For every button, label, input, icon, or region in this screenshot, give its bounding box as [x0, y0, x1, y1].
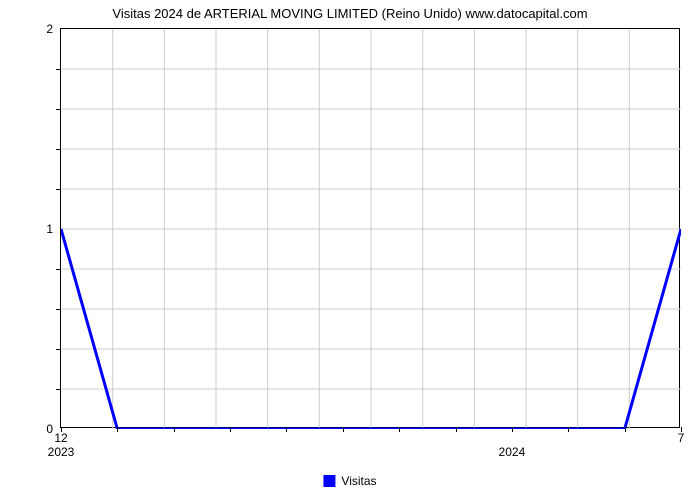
- x-tick-label: 12: [54, 431, 67, 445]
- y-minor-tick: [56, 269, 61, 270]
- x-tick-label: 7: [678, 431, 685, 445]
- y-tick-label: 1: [46, 222, 53, 236]
- y-minor-tick: [56, 189, 61, 190]
- x-minor-tick: [568, 427, 569, 432]
- y-minor-tick: [56, 69, 61, 70]
- legend-label: Visitas: [341, 474, 376, 488]
- x-minor-tick: [286, 427, 287, 432]
- x-minor-tick: [117, 427, 118, 432]
- y-minor-tick: [56, 309, 61, 310]
- chart-svg: [61, 29, 681, 429]
- x-tick-year-label: 2023: [48, 445, 75, 459]
- x-tick-year-label: 2024: [499, 445, 526, 459]
- y-minor-tick: [56, 349, 61, 350]
- x-minor-tick: [625, 427, 626, 432]
- plot-area: 01271220232024: [60, 28, 680, 428]
- x-minor-tick: [456, 427, 457, 432]
- y-minor-tick: [56, 389, 61, 390]
- legend-swatch: [323, 475, 335, 487]
- chart-container: Visitas 2024 de ARTERIAL MOVING LIMITED …: [0, 0, 700, 500]
- chart-title: Visitas 2024 de ARTERIAL MOVING LIMITED …: [0, 6, 700, 21]
- y-minor-tick: [56, 149, 61, 150]
- y-tick-label: 2: [46, 22, 53, 36]
- x-minor-tick: [174, 427, 175, 432]
- x-minor-tick: [399, 427, 400, 432]
- y-minor-tick: [56, 109, 61, 110]
- x-minor-tick: [230, 427, 231, 432]
- legend: Visitas: [323, 474, 376, 488]
- x-minor-tick: [512, 427, 513, 432]
- y-tick-label: 0: [46, 422, 53, 436]
- x-minor-tick: [343, 427, 344, 432]
